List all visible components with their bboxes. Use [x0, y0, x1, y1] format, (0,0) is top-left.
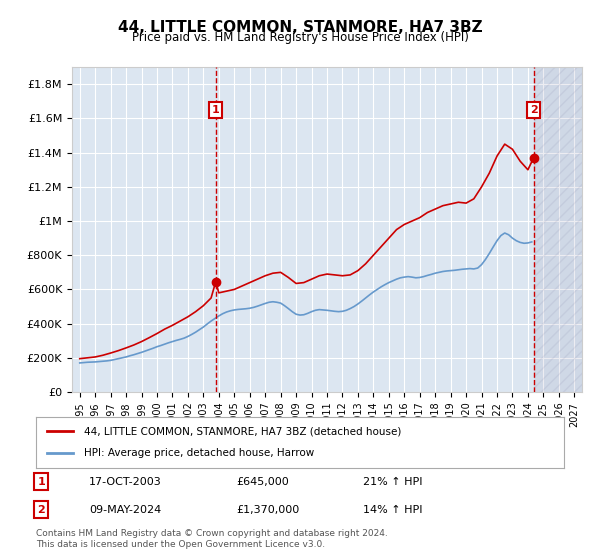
Bar: [533, 67, 582, 392]
Text: 2: 2: [530, 105, 538, 115]
Text: 21% ↑ HPI: 21% ↑ HPI: [364, 477, 423, 487]
Text: 1: 1: [37, 477, 45, 487]
Text: £645,000: £645,000: [236, 477, 289, 487]
Text: 09-MAY-2024: 09-MAY-2024: [89, 505, 161, 515]
Text: 14% ↑ HPI: 14% ↑ HPI: [364, 505, 423, 515]
Text: 17-OCT-2003: 17-OCT-2003: [89, 477, 161, 487]
Text: 44, LITTLE COMMON, STANMORE, HA7 3BZ: 44, LITTLE COMMON, STANMORE, HA7 3BZ: [118, 20, 482, 35]
Text: 1: 1: [212, 105, 220, 115]
Text: £1,370,000: £1,370,000: [236, 505, 300, 515]
Text: Contains HM Land Registry data © Crown copyright and database right 2024.
This d: Contains HM Land Registry data © Crown c…: [36, 529, 388, 549]
Text: HPI: Average price, detached house, Harrow: HPI: Average price, detached house, Harr…: [83, 449, 314, 459]
Bar: [533, 67, 582, 392]
Text: 44, LITTLE COMMON, STANMORE, HA7 3BZ (detached house): 44, LITTLE COMMON, STANMORE, HA7 3BZ (de…: [83, 426, 401, 436]
Text: Price paid vs. HM Land Registry's House Price Index (HPI): Price paid vs. HM Land Registry's House …: [131, 31, 469, 44]
Text: 2: 2: [37, 505, 45, 515]
